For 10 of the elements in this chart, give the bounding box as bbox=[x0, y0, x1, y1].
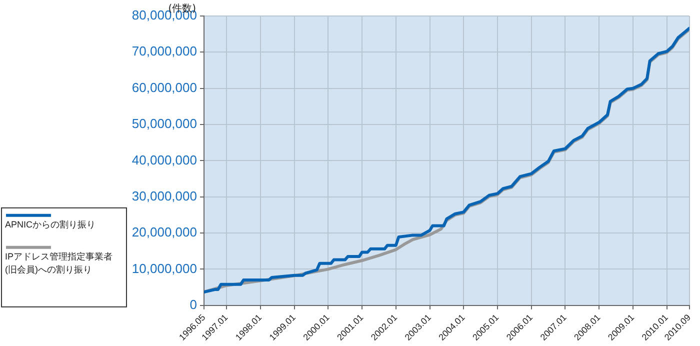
y-tick-label: 20,000,000 bbox=[132, 224, 197, 240]
legend-label: IPアドレス管理指定事業者 (旧会員)への割り振り bbox=[5, 251, 113, 274]
legend-label: APNICからの割り振り bbox=[5, 219, 96, 230]
y-tick-label: 70,000,000 bbox=[132, 44, 197, 59]
y-tick-label: 0 bbox=[190, 296, 197, 312]
y-tick-label: 60,000,000 bbox=[132, 80, 197, 95]
y-tick-label: 40,000,000 bbox=[132, 152, 197, 168]
y-tick-label: 50,000,000 bbox=[132, 116, 197, 132]
y-tick-label: 30,000,000 bbox=[132, 188, 197, 204]
y-tick-label: 10,000,000 bbox=[132, 260, 197, 276]
